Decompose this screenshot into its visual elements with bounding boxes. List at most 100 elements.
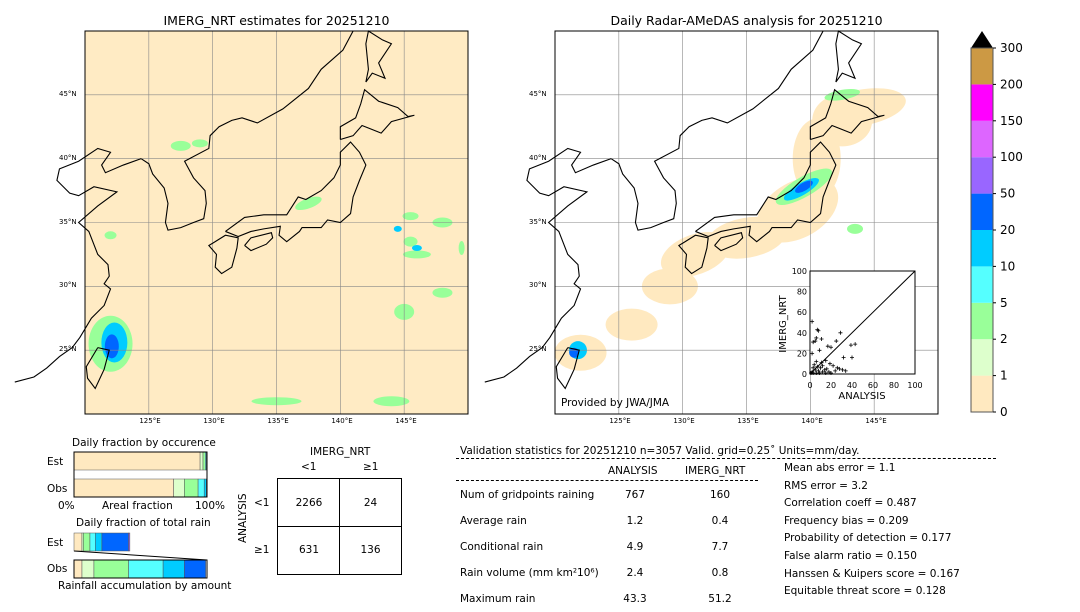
scatter-point xyxy=(848,343,853,348)
coastline xyxy=(835,30,863,83)
rain-area xyxy=(402,250,431,259)
lat-label: 45°N xyxy=(529,90,547,98)
lat-label: 40°N xyxy=(59,153,77,162)
x-tick-label: 40 xyxy=(847,381,857,390)
colorbar-label: 1 xyxy=(1000,369,1008,383)
lat-label: 45°N xyxy=(59,90,77,98)
rain-area xyxy=(403,236,418,247)
lon-label: 130°E xyxy=(203,417,225,425)
colorbar-label: 5 xyxy=(1000,296,1008,310)
cell-11: 136 xyxy=(360,544,381,556)
scatter-inset: 0 20 40 60 80 100 0 20 40 60 80 100 ANALYSIS IMERG_NR… xyxy=(778,267,923,402)
stat-imerg: 0.4 xyxy=(711,515,729,527)
colorbar-segment xyxy=(971,48,993,85)
col-ge1: ≥1 xyxy=(363,461,379,473)
diagonal-line xyxy=(809,270,916,375)
lat-label: 35°N xyxy=(529,217,547,226)
left-map-title: IMERG_NRT estimates for 20251210 xyxy=(163,13,390,28)
lon-label: 125°E xyxy=(139,417,161,425)
stat-label: Num of gridpoints raining xyxy=(460,489,595,501)
fraction-segment xyxy=(162,559,185,579)
y-tick-label: 100 xyxy=(792,267,807,276)
contingency-table: 2266 24 631 136 xyxy=(277,478,402,575)
scatter-point xyxy=(829,345,833,350)
stat-imerg: 51.2 xyxy=(708,593,732,605)
scatter-point xyxy=(827,361,832,366)
fraction-segment xyxy=(128,559,164,579)
contingency-col-title: IMERG_NRT xyxy=(310,446,371,458)
colorbar-segment xyxy=(971,375,993,412)
rain-area xyxy=(295,196,322,211)
obs-label: Obs xyxy=(47,483,68,495)
scatter-point xyxy=(838,330,843,335)
rain-area xyxy=(373,396,410,407)
score-item: False alarm ratio = 0.150 xyxy=(784,550,917,562)
fraction-segment xyxy=(199,451,204,471)
colorbar-segment xyxy=(971,302,993,340)
scatter-point xyxy=(825,344,830,349)
lon-label: 140°E xyxy=(331,417,353,425)
scatter-point xyxy=(834,339,839,344)
scatter-point xyxy=(812,362,817,367)
rain-area xyxy=(432,287,453,298)
stat-analysis: 4.9 xyxy=(626,541,644,553)
rain-area xyxy=(170,140,191,151)
rain-area xyxy=(458,241,465,256)
scatter-point xyxy=(841,355,846,360)
fraction-segment xyxy=(73,451,201,471)
fraction-segment xyxy=(81,559,95,579)
y-tick-label: 80 xyxy=(797,288,807,297)
occurrence-xlabel: Areal fraction xyxy=(102,500,173,512)
stat-analysis: 1.2 xyxy=(626,515,644,527)
colorbar-label: 2 xyxy=(1000,332,1008,346)
occurrence-title: Daily fraction by occurence xyxy=(72,437,216,449)
lat-label: 30°N xyxy=(529,281,547,290)
tick-0: 0% xyxy=(58,500,75,512)
colorbar-segment xyxy=(971,193,993,230)
est-label-2: Est xyxy=(47,537,64,549)
est-label: Est xyxy=(47,456,64,468)
connector xyxy=(73,550,208,561)
colorbar-segment xyxy=(971,84,993,121)
colorbar-segment xyxy=(971,339,993,376)
scatter-point xyxy=(811,365,816,370)
stat-analysis: 767 xyxy=(624,489,646,501)
stat-label: Average rain xyxy=(460,515,527,527)
colorbar-label: 200 xyxy=(1000,77,1023,91)
colorbar-segment xyxy=(971,157,993,194)
scatter-point xyxy=(819,336,824,341)
colorbar: 0 1 2 5 10 20 50 100 150 200 300 xyxy=(970,31,1023,419)
scatter-point xyxy=(820,369,825,374)
x-tick-label: 100 xyxy=(907,381,922,390)
fraction-segment xyxy=(83,532,91,552)
scatter-point xyxy=(818,365,823,370)
scatter-point xyxy=(816,368,821,373)
cell-10: 631 xyxy=(298,544,320,556)
score-item: Mean abs error = 1.1 xyxy=(784,462,896,474)
obs-label-2: Obs xyxy=(47,563,68,575)
coastline xyxy=(714,232,744,252)
x-tick-label: 20 xyxy=(826,381,836,390)
stats-header: Validation statistics for 20251210 n=305… xyxy=(460,445,860,457)
fraction-bars xyxy=(73,451,208,579)
lat-label: 25°N xyxy=(529,345,547,354)
stat-label: Conditional rain xyxy=(460,541,544,553)
col-lt1: <1 xyxy=(301,461,317,473)
scatter-point xyxy=(810,319,815,324)
stat-imerg: 160 xyxy=(709,489,731,501)
x-axis-label: ANALYSIS xyxy=(838,391,885,402)
scatter-point xyxy=(817,370,822,375)
fraction-segment xyxy=(173,478,185,498)
rain-area xyxy=(411,245,422,252)
credit-text: Provided by JWA/JMA xyxy=(561,397,670,409)
y-tick-label: 60 xyxy=(797,308,807,317)
lon-label: 130°E xyxy=(673,417,695,425)
row-ge1: ≥1 xyxy=(254,544,270,556)
scatter-point xyxy=(813,339,818,344)
rain-area xyxy=(812,94,873,147)
fraction-segment xyxy=(128,532,131,552)
colorbar-label: 20 xyxy=(1000,223,1015,237)
x-tick-label: 80 xyxy=(889,381,899,390)
x-tick-label: 60 xyxy=(868,381,878,390)
stat-analysis: 43.3 xyxy=(623,593,647,605)
